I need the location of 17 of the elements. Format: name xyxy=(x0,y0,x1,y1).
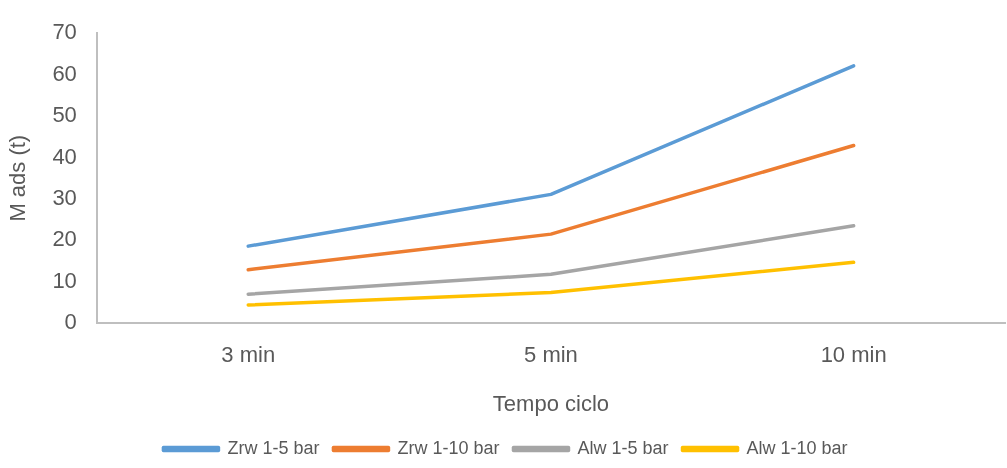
y-tick-label: 70 xyxy=(52,19,77,45)
y-axis-title: M ads (t) xyxy=(5,134,31,222)
y-tick-label: 50 xyxy=(52,102,77,128)
y-tick-label: 60 xyxy=(52,60,77,86)
x-tick-label: 10 min xyxy=(820,342,887,368)
legend-label: Alw 1-5 bar xyxy=(577,437,669,458)
x-tick-label: 3 min xyxy=(221,342,276,368)
y-tick-label: 40 xyxy=(52,143,77,169)
legend-label: Zrw 1-5 bar xyxy=(227,437,320,458)
x-tick-label: 5 min xyxy=(524,342,578,368)
legend-label: Alw 1-10 bar xyxy=(746,437,848,458)
legend-label: Zrw 1-10 bar xyxy=(397,437,500,458)
y-tick-label: 10 xyxy=(52,267,77,293)
y-tick-label: 0 xyxy=(64,309,77,335)
x-axis-title: Tempo ciclo xyxy=(492,390,610,416)
y-tick-label: 20 xyxy=(52,226,77,252)
y-tick-label: 30 xyxy=(52,184,77,210)
